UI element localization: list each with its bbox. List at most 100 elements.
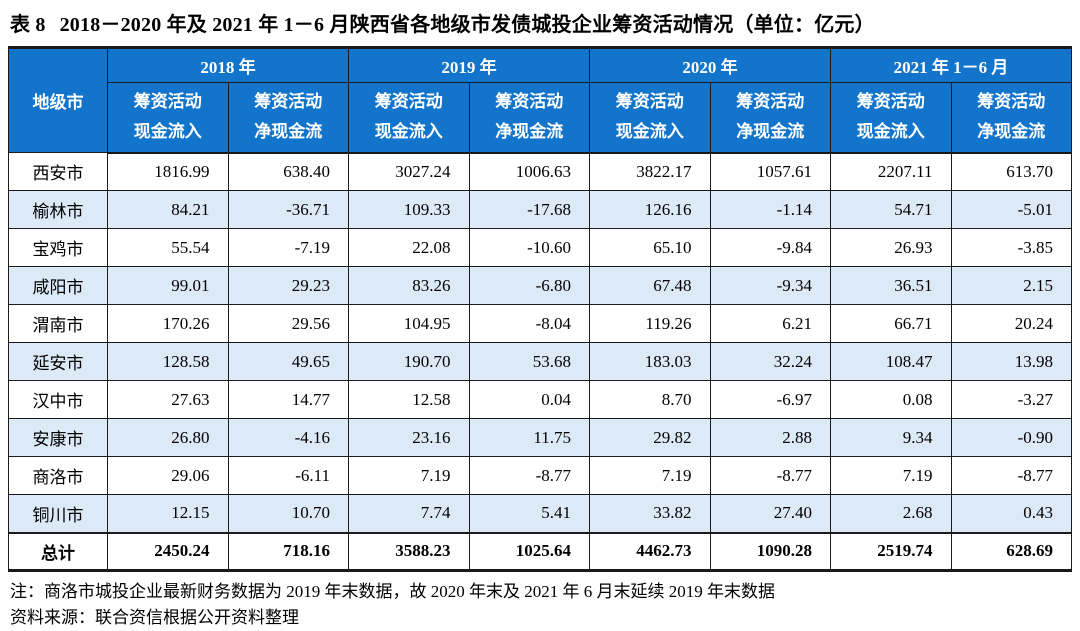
- year-header-2021h1: 2021 年 1－6 月: [830, 47, 1072, 83]
- value-cell: 7.19: [830, 456, 952, 495]
- value-cell: -1.14: [709, 190, 831, 229]
- value-cell: 83.26: [348, 266, 470, 305]
- value-cell: 22.08: [348, 228, 470, 267]
- subheader-inflow: 筹资活动 现金流入: [589, 82, 711, 154]
- value-cell: -3.85: [950, 228, 1072, 267]
- corner-header-city: 地级市: [8, 47, 108, 153]
- value-cell: 29.82: [589, 418, 711, 457]
- value-cell: 638.40: [227, 152, 349, 191]
- value-cell: -8.77: [709, 456, 831, 495]
- year-header-2018: 2018 年: [107, 47, 349, 83]
- value-cell: 8.70: [589, 380, 711, 419]
- value-cell: -0.90: [950, 418, 1072, 457]
- value-cell: 2207.11: [830, 152, 952, 191]
- value-cell: -9.34: [709, 266, 831, 305]
- value-cell: -36.71: [227, 190, 349, 229]
- value-cell: 6.21: [709, 304, 831, 343]
- value-cell: 108.47: [830, 342, 952, 381]
- value-cell: 13.98: [950, 342, 1072, 381]
- value-cell: 128.58: [107, 342, 229, 381]
- value-cell: -17.68: [468, 190, 590, 229]
- value-cell: 66.71: [830, 304, 952, 343]
- table-notes: 注：商洛市城投企业最新财务数据为 2019 年末数据，故 2020 年末及 20…: [8, 572, 1072, 631]
- subheader-netflow: 筹资活动 净现金流: [950, 82, 1072, 154]
- value-cell: -8.77: [950, 456, 1072, 495]
- year-header-2019: 2019 年: [348, 47, 590, 83]
- table-row: 延安市 128.58 49.65 190.70 53.68 183.03 32.…: [8, 342, 1072, 381]
- city-cell: 渭南市: [8, 304, 108, 343]
- value-cell: 27.63: [107, 380, 229, 419]
- value-cell: 84.21: [107, 190, 229, 229]
- value-cell: -9.84: [709, 228, 831, 267]
- year-header-2020: 2020 年: [589, 47, 831, 83]
- value-cell: 27.40: [709, 494, 831, 533]
- value-cell: 7.19: [348, 456, 470, 495]
- value-cell: 0.08: [830, 380, 952, 419]
- subheader-netflow: 筹资活动 净现金流: [709, 82, 831, 154]
- table-row: 宝鸡市 55.54 -7.19 22.08 -10.60 65.10 -9.84…: [8, 228, 1072, 267]
- table-row: 汉中市 27.63 14.77 12.58 0.04 8.70 -6.97 0.…: [8, 380, 1072, 419]
- total-value-cell: 1025.64: [468, 531, 590, 571]
- value-cell: -3.27: [950, 380, 1072, 419]
- value-cell: 7.74: [348, 494, 470, 533]
- city-cell: 咸阳市: [8, 266, 108, 305]
- value-cell: 32.24: [709, 342, 831, 381]
- value-cell: -7.19: [227, 228, 349, 267]
- subheader-inflow: 筹资活动 现金流入: [348, 82, 470, 154]
- value-cell: 0.04: [468, 380, 590, 419]
- value-cell: 54.71: [830, 190, 952, 229]
- value-cell: 12.15: [107, 494, 229, 533]
- value-cell: 26.80: [107, 418, 229, 457]
- city-cell: 安康市: [8, 418, 108, 457]
- value-cell: 10.70: [227, 494, 349, 533]
- total-label-cell: 总计: [8, 531, 108, 571]
- city-cell: 铜川市: [8, 494, 108, 533]
- value-cell: 104.95: [348, 304, 470, 343]
- table-title: 表 8 2018－2020 年及 2021 年 1－6 月陕西省各地级市发债城投企…: [8, 5, 1072, 46]
- city-cell: 西安市: [8, 152, 108, 191]
- city-cell: 宝鸡市: [8, 228, 108, 267]
- value-cell: 109.33: [348, 190, 470, 229]
- year-header-row: 地级市 2018 年 2019 年 2020 年 2021 年 1－6 月: [8, 47, 1072, 153]
- total-value-cell: 2450.24: [107, 531, 229, 571]
- table-row: 西安市 1816.99 638.40 3027.24 1006.63 3822.…: [8, 152, 1072, 191]
- financing-activity-table: 地级市 2018 年 2019 年 2020 年 2021 年 1－6 月 筹资…: [8, 46, 1072, 572]
- table-number-label: 表 8: [10, 14, 46, 36]
- subheader-inflow: 筹资活动 现金流入: [107, 82, 229, 154]
- table-body: 西安市 1816.99 638.40 3027.24 1006.63 3822.…: [8, 152, 1072, 571]
- value-cell: 53.68: [468, 342, 590, 381]
- table-row: 安康市 26.80 -4.16 23.16 11.75 29.82 2.88 9…: [8, 418, 1072, 457]
- value-cell: -4.16: [227, 418, 349, 457]
- value-cell: 36.51: [830, 266, 952, 305]
- footnote: 注：商洛市城投企业最新财务数据为 2019 年末数据，故 2020 年末及 20…: [10, 582, 775, 601]
- total-row: 总计 2450.24 718.16 3588.23 1025.64 4462.7…: [8, 531, 1072, 571]
- table-row: 商洛市 29.06 -6.11 7.19 -8.77 7.19 -8.77 7.…: [8, 456, 1072, 495]
- total-value-cell: 1090.28: [709, 531, 831, 571]
- value-cell: 29.06: [107, 456, 229, 495]
- total-value-cell: 4462.73: [589, 531, 711, 571]
- value-cell: 99.01: [107, 266, 229, 305]
- value-cell: 190.70: [348, 342, 470, 381]
- city-cell: 榆林市: [8, 190, 108, 229]
- value-cell: 49.65: [227, 342, 349, 381]
- value-cell: 12.58: [348, 380, 470, 419]
- total-value-cell: 718.16: [227, 531, 349, 571]
- value-cell: -10.60: [468, 228, 590, 267]
- table-row: 渭南市 170.26 29.56 104.95 -8.04 119.26 6.2…: [8, 304, 1072, 343]
- value-cell: 29.23: [227, 266, 349, 305]
- value-cell: 2.68: [830, 494, 952, 533]
- value-cell: -6.80: [468, 266, 590, 305]
- value-cell: 65.10: [589, 228, 711, 267]
- value-cell: 183.03: [589, 342, 711, 381]
- value-cell: 613.70: [950, 152, 1072, 191]
- subheader-netflow: 筹资活动 净现金流: [468, 82, 590, 154]
- city-cell: 汉中市: [8, 380, 108, 419]
- value-cell: 26.93: [830, 228, 952, 267]
- subheader-row: 筹资活动 现金流入 筹资活动 净现金流 筹资活动 现金流入 筹资活动 净现金流 筹资活动…: [9, 82, 1072, 154]
- value-cell: -8.77: [468, 456, 590, 495]
- value-cell: -5.01: [950, 190, 1072, 229]
- value-cell: 126.16: [589, 190, 711, 229]
- value-cell: -6.97: [709, 380, 831, 419]
- table-row: 咸阳市 99.01 29.23 83.26 -6.80 67.48 -9.34 …: [8, 266, 1072, 305]
